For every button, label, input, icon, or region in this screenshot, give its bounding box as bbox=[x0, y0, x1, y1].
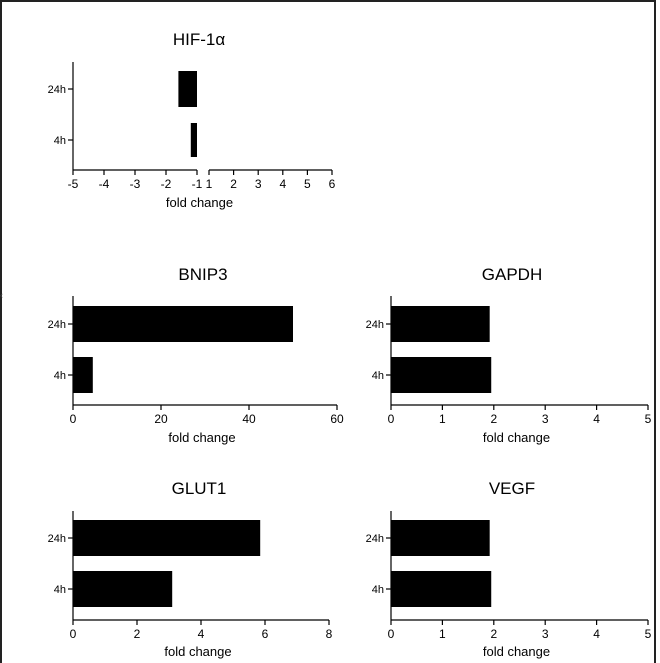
x-tick-label: 6 bbox=[262, 627, 269, 641]
bar bbox=[73, 520, 261, 556]
chart-title: GAPDH bbox=[482, 265, 542, 284]
chart-hif1a: HIF-1α fold change -5 -4 -3 -2 -1 1 2 3 4 5 6 24h 4h bbox=[48, 30, 336, 210]
bar bbox=[391, 520, 490, 556]
x-tick-label: -4 bbox=[99, 177, 110, 191]
y-tick-label: 24h bbox=[48, 84, 66, 96]
chart-title: BNIP3 bbox=[178, 265, 227, 284]
y-tick-label: 4h bbox=[54, 584, 66, 596]
chart-title: VEGF bbox=[489, 479, 535, 498]
x-tick-label: 5 bbox=[304, 177, 311, 191]
chart-vegf: VEGF fold change 0 1 2 3 4 5 24h 4h bbox=[366, 479, 652, 659]
bar bbox=[391, 357, 492, 393]
x-axis-label: fold change bbox=[164, 644, 231, 659]
x-tick-label: 4 bbox=[279, 177, 286, 191]
x-tick-label: 1 bbox=[206, 177, 213, 191]
x-tick-label: -2 bbox=[161, 177, 172, 191]
y-tick-label: 4h bbox=[372, 370, 384, 382]
bar bbox=[178, 71, 197, 107]
chart-bnip3: BNIP3 fold change 0 20 40 60 24h 4h bbox=[48, 265, 344, 445]
x-tick-label: 2 bbox=[230, 177, 237, 191]
x-tick-label: 3 bbox=[255, 177, 262, 191]
x-tick-label: -5 bbox=[68, 177, 79, 191]
x-tick-label: 1 bbox=[439, 412, 446, 426]
x-tick-label: 40 bbox=[242, 412, 256, 426]
y-tick-label: 24h bbox=[366, 319, 384, 331]
x-tick-label: 60 bbox=[330, 412, 344, 426]
bar bbox=[190, 123, 197, 157]
x-tick-label: 5 bbox=[645, 412, 652, 426]
x-tick-label: 4 bbox=[198, 627, 205, 641]
x-tick-label: 4 bbox=[593, 412, 600, 426]
bar bbox=[73, 306, 293, 342]
y-tick-label: 24h bbox=[48, 533, 66, 545]
chart-title: GLUT1 bbox=[172, 479, 227, 498]
bar bbox=[391, 306, 490, 342]
x-axis-label: fold change bbox=[166, 195, 233, 210]
y-tick-label: 4h bbox=[54, 135, 66, 147]
x-tick-label: 3 bbox=[542, 412, 549, 426]
x-tick-label: 3 bbox=[542, 627, 549, 641]
x-tick-label: 8 bbox=[326, 627, 333, 641]
x-tick-label: 4 bbox=[593, 627, 600, 641]
x-tick-label: 1 bbox=[439, 627, 446, 641]
x-tick-label: 0 bbox=[70, 627, 77, 641]
bar bbox=[73, 571, 173, 607]
y-tick-label: 24h bbox=[366, 533, 384, 545]
chart-title: HIF-1α bbox=[173, 30, 226, 49]
x-tick-label: 2 bbox=[134, 627, 141, 641]
x-tick-label: -1 bbox=[192, 177, 203, 191]
x-tick-label: 0 bbox=[388, 412, 395, 426]
x-tick-label: 5 bbox=[645, 627, 652, 641]
edge-mark: ‹ bbox=[0, 290, 3, 300]
x-axis-label: fold change bbox=[483, 644, 550, 659]
x-tick-label: 2 bbox=[490, 627, 497, 641]
y-tick-label: 24h bbox=[48, 319, 66, 331]
x-tick-label: 20 bbox=[154, 412, 168, 426]
x-tick-label: 0 bbox=[70, 412, 77, 426]
chart-gapdh: GAPDH fold change 0 1 2 3 4 5 24h 4h bbox=[366, 265, 652, 445]
x-axis-label: fold change bbox=[168, 430, 235, 445]
bar bbox=[73, 357, 93, 393]
bar bbox=[391, 571, 492, 607]
x-axis-label: fold change bbox=[483, 430, 550, 445]
x-tick-label: 0 bbox=[388, 627, 395, 641]
chart-glut1: GLUT1 fold change 0 2 4 6 8 24h 4h bbox=[48, 479, 333, 659]
x-tick-label: 6 bbox=[329, 177, 336, 191]
x-tick-label: -3 bbox=[130, 177, 141, 191]
y-tick-label: 4h bbox=[372, 584, 384, 596]
x-tick-label: 2 bbox=[490, 412, 497, 426]
y-tick-label: 4h bbox=[54, 370, 66, 382]
